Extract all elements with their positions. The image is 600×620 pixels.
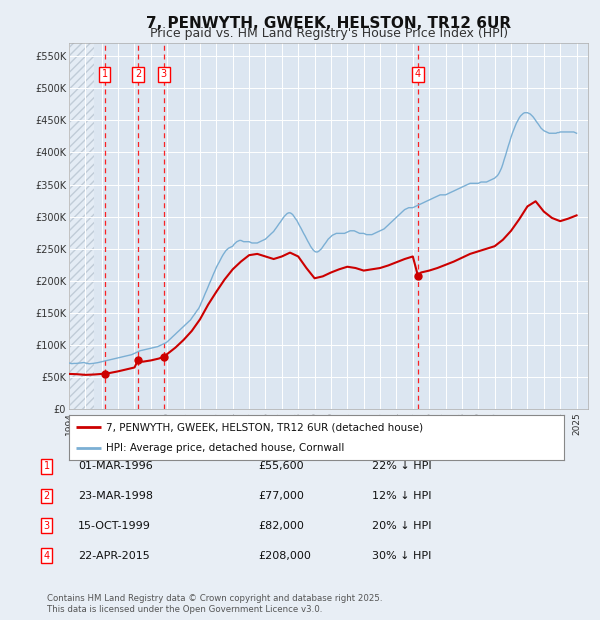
Text: £208,000: £208,000 [258,551,311,560]
Text: Price paid vs. HM Land Registry's House Price Index (HPI): Price paid vs. HM Land Registry's House … [150,27,508,40]
Text: 7, PENWYTH, GWEEK, HELSTON, TR12 6UR: 7, PENWYTH, GWEEK, HELSTON, TR12 6UR [146,16,511,30]
Text: 3: 3 [44,521,50,531]
Text: 23-MAR-1998: 23-MAR-1998 [78,491,153,501]
Text: Contains HM Land Registry data © Crown copyright and database right 2025.
This d: Contains HM Land Registry data © Crown c… [47,595,382,614]
Text: 4: 4 [44,551,50,560]
Text: 7, PENWYTH, GWEEK, HELSTON, TR12 6UR (detached house): 7, PENWYTH, GWEEK, HELSTON, TR12 6UR (de… [106,422,423,433]
Text: 22-APR-2015: 22-APR-2015 [78,551,150,560]
Text: 01-MAR-1996: 01-MAR-1996 [78,461,153,471]
Text: 22% ↓ HPI: 22% ↓ HPI [372,461,431,471]
Text: 4: 4 [415,69,421,79]
Text: 15-OCT-1999: 15-OCT-1999 [78,521,151,531]
Text: 1: 1 [101,69,107,79]
Text: 3: 3 [161,69,167,79]
Text: £55,600: £55,600 [258,461,304,471]
Text: 30% ↓ HPI: 30% ↓ HPI [372,551,431,560]
Text: £82,000: £82,000 [258,521,304,531]
Text: 12% ↓ HPI: 12% ↓ HPI [372,491,431,501]
Text: 1: 1 [44,461,50,471]
Text: £77,000: £77,000 [258,491,304,501]
Text: HPI: Average price, detached house, Cornwall: HPI: Average price, detached house, Corn… [106,443,344,453]
Text: 2: 2 [44,491,50,501]
Text: 20% ↓ HPI: 20% ↓ HPI [372,521,431,531]
Text: 2: 2 [135,69,141,79]
